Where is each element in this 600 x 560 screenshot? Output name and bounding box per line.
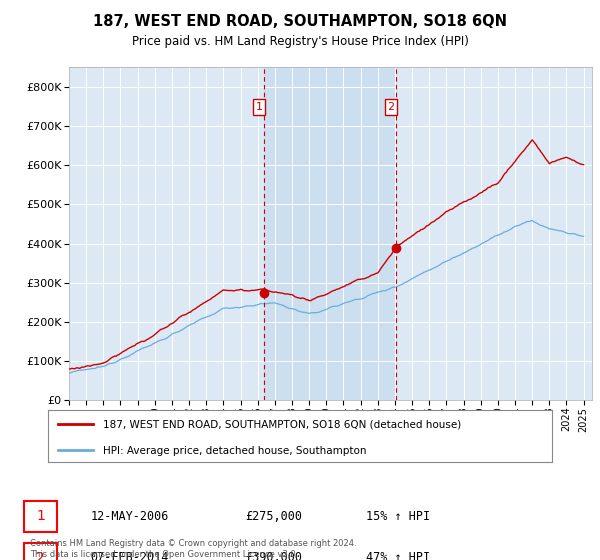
Text: 187, WEST END ROAD, SOUTHAMPTON, SO18 6QN: 187, WEST END ROAD, SOUTHAMPTON, SO18 6Q… [93,14,507,29]
Text: 1: 1 [36,510,45,523]
Text: HPI: Average price, detached house, Southampton: HPI: Average price, detached house, Sout… [103,446,367,456]
Text: £390,000: £390,000 [245,551,302,560]
Text: 15% ↑ HPI: 15% ↑ HPI [366,510,430,523]
Text: 07-FEB-2014: 07-FEB-2014 [90,551,169,560]
Text: 2: 2 [36,551,45,560]
Text: 47% ↑ HPI: 47% ↑ HPI [366,551,430,560]
Bar [264,67,397,400]
Text: 1: 1 [256,102,262,112]
Text: 12-MAY-2006: 12-MAY-2006 [90,510,169,523]
FancyBboxPatch shape [24,543,57,560]
FancyBboxPatch shape [24,501,57,532]
Text: 187, WEST END ROAD, SOUTHAMPTON, SO18 6QN (detached house): 187, WEST END ROAD, SOUTHAMPTON, SO18 6Q… [103,420,461,430]
Text: £275,000: £275,000 [245,510,302,523]
Text: 2: 2 [388,102,395,112]
Text: Contains HM Land Registry data © Crown copyright and database right 2024.
This d: Contains HM Land Registry data © Crown c… [30,539,356,559]
Text: Price paid vs. HM Land Registry's House Price Index (HPI): Price paid vs. HM Land Registry's House … [131,35,469,48]
